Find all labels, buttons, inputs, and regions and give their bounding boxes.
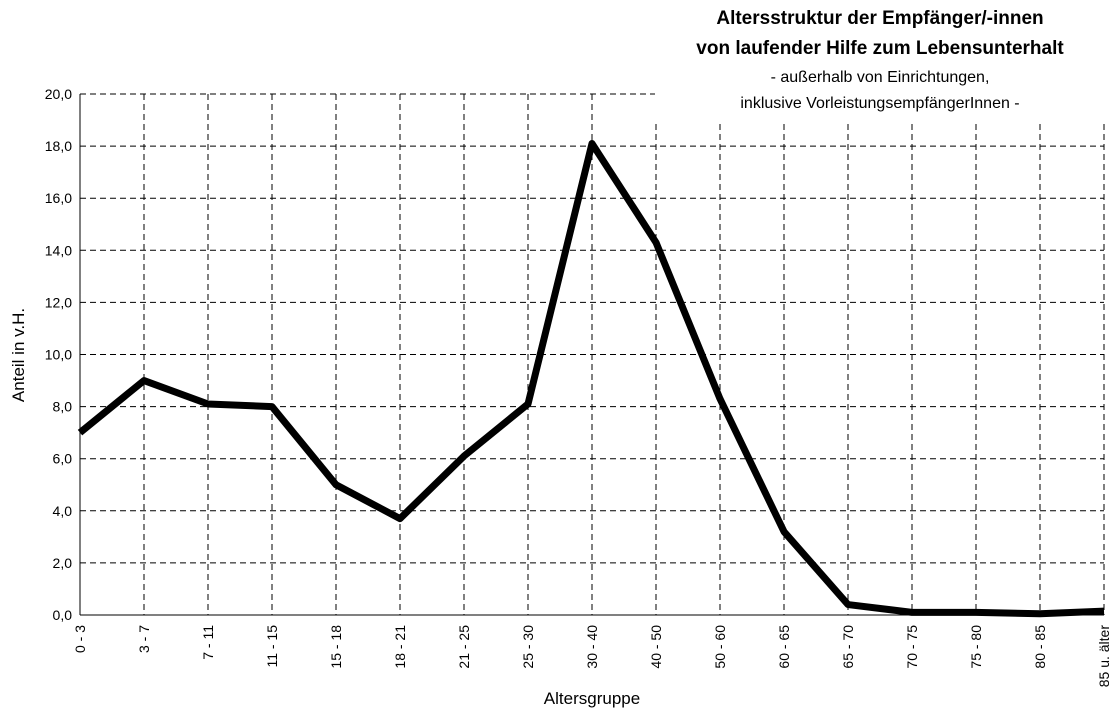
x-tick-label: 21 - 25	[456, 625, 472, 669]
chart-title: Altersstruktur der Empfänger/-innen	[716, 8, 1043, 29]
x-tick-label: 60 - 65	[776, 625, 792, 669]
y-tick-label: 6,0	[53, 451, 73, 467]
x-tick-label: 25 - 30	[520, 625, 536, 669]
x-tick-label: 70 - 75	[904, 625, 920, 669]
x-tick-label: 11 - 15	[264, 625, 280, 668]
x-tick-label: 40 - 50	[648, 625, 664, 669]
y-tick-label: 16,0	[45, 190, 72, 206]
y-axis-title: Anteil in v.H.	[9, 308, 28, 402]
y-tick-label: 20,0	[45, 86, 72, 102]
title-background	[655, 0, 1119, 124]
x-tick-label: 65 - 70	[840, 625, 856, 669]
x-tick-label: 30 - 40	[584, 625, 600, 669]
x-tick-label: 15 - 18	[328, 625, 344, 669]
x-tick-label: 3 - 7	[136, 625, 152, 653]
chart-subtitle: - außerhalb von Einrichtungen,	[771, 69, 990, 86]
y-tick-label: 2,0	[53, 555, 73, 571]
x-tick-label: 0 - 3	[72, 625, 88, 653]
y-tick-label: 14,0	[45, 242, 72, 258]
y-tick-label: 10,0	[45, 347, 72, 363]
x-tick-label: 85 u. älter	[1096, 625, 1112, 688]
x-tick-label: 18 - 21	[392, 625, 408, 669]
chart-title: von laufender Hilfe zum Lebensunterhalt	[696, 38, 1064, 59]
y-tick-label: 12,0	[45, 294, 72, 310]
x-axis-title: Altersgruppe	[544, 689, 640, 708]
y-tick-label: 8,0	[53, 399, 73, 415]
chart-subtitle: inklusive VorleistungsempfängerInnen -	[740, 95, 1019, 112]
data-line	[77, 139, 1105, 618]
x-tick-label: 80 - 85	[1032, 625, 1048, 669]
y-tick-label: 18,0	[45, 138, 72, 154]
x-tick-label: 75 - 80	[968, 625, 984, 669]
y-tick-label: 4,0	[53, 503, 73, 519]
y-tick-label: 0,0	[53, 607, 73, 623]
grid	[79, 93, 1105, 616]
x-tick-label: 50 - 60	[712, 625, 728, 669]
x-tick-label: 7 - 11	[200, 625, 216, 660]
